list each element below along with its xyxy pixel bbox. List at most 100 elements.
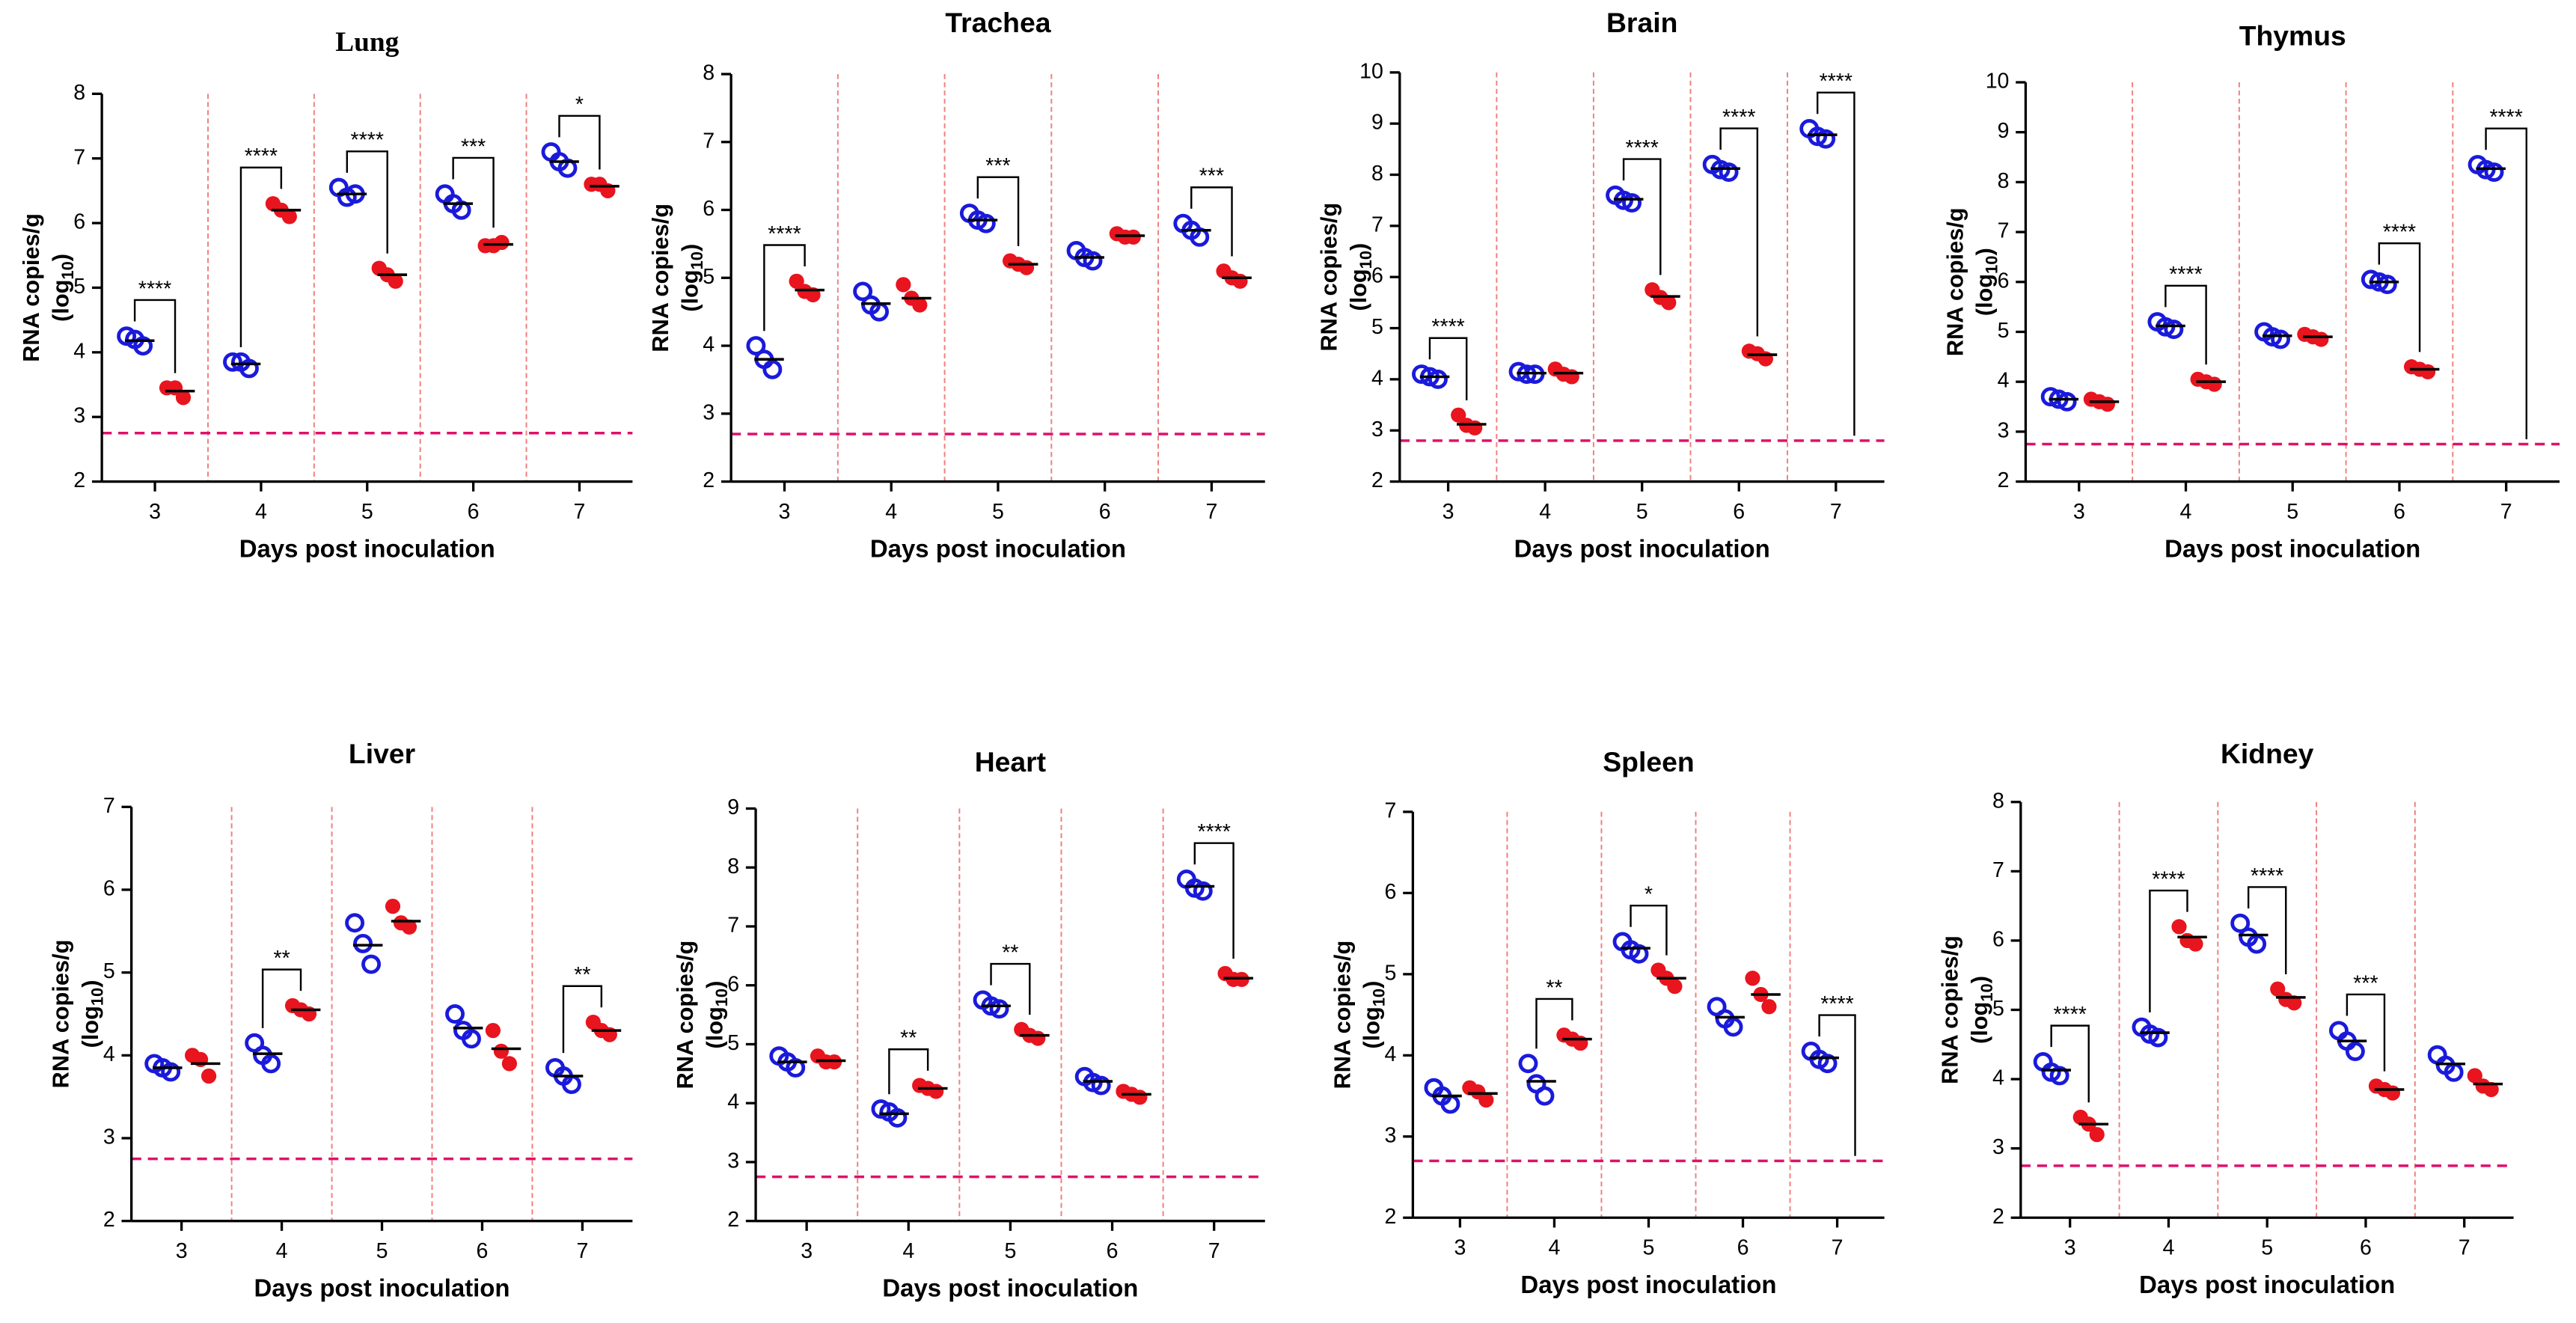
x-tick-label: 6 — [2360, 1236, 2372, 1260]
significance-label: **** — [245, 144, 278, 168]
panel: Trachea 2 3 4 5 6 7 8 3 4 5 6 7 Days post inoculation… — [647, 7, 1265, 562]
point — [2467, 1068, 2482, 1084]
significance-bracket — [888, 1048, 929, 1095]
x-tick-label: 7 — [1830, 500, 1842, 524]
y-tick-label: 4 — [1385, 1042, 1397, 1066]
point — [445, 1004, 465, 1024]
y-label-line: RNA copies/g — [1316, 203, 1342, 352]
y-label-part: (log — [701, 1006, 727, 1048]
point — [797, 284, 813, 299]
x-tick-label: 4 — [2180, 500, 2192, 524]
significance-bracket — [2149, 889, 2188, 1012]
chart-title: Spleen — [1603, 746, 1694, 777]
y-axis-label: RNA copies/g (log10) — [672, 941, 731, 1090]
y-tick-label: 4 — [103, 1042, 115, 1066]
y-label-line: RNA copies/g — [672, 941, 698, 1090]
point — [1117, 229, 1133, 245]
significance-bracket — [1816, 91, 1855, 436]
x-axis-label: Days post inoculation — [1520, 1271, 1776, 1298]
point — [896, 277, 911, 293]
y-tick-label: 5 — [1998, 319, 2010, 343]
y-label-part: (log — [1971, 274, 1998, 316]
y-label-part: ) — [701, 981, 727, 989]
significance-label: ** — [1002, 941, 1018, 965]
significance-bracket — [2247, 886, 2287, 974]
chart-title: Heart — [975, 746, 1046, 777]
y-label-line: RNA copies/g — [18, 213, 44, 362]
y-tick-label: 5 — [703, 265, 715, 289]
y-tick-label: 5 — [727, 1031, 739, 1055]
y-tick-label: 2 — [1371, 468, 1383, 492]
significance-label: **** — [2383, 221, 2416, 245]
significance-label: **** — [2053, 1003, 2086, 1027]
y-tick-label: 4 — [1371, 366, 1383, 390]
point — [2164, 320, 2184, 340]
panel: Lung 2 3 4 5 6 7 8 3 4 5 6 7 Days post inoculation RNA… — [18, 27, 633, 562]
y-tick-label: 2 — [73, 468, 85, 492]
y-tick-label: 7 — [103, 794, 115, 818]
point — [1526, 1074, 1546, 1094]
y-tick-label: 10 — [1986, 70, 2010, 94]
significance-label: **** — [2169, 263, 2202, 287]
x-tick-label: 6 — [1733, 500, 1745, 524]
chart-title: Liver — [349, 738, 415, 769]
significance-bracket — [1428, 337, 1468, 400]
point — [1745, 971, 1760, 986]
y-label-line: RNA copies/g — [48, 940, 74, 1089]
y-label-line: RNA copies/g — [1942, 207, 1968, 356]
point — [223, 352, 242, 372]
y-tick-label: 4 — [1998, 369, 2010, 393]
y-label-part: 10 — [1982, 256, 2001, 274]
chart-title: Trachea — [945, 7, 1050, 38]
significance-label: **** — [768, 222, 801, 246]
y-tick-label: 8 — [1998, 169, 2010, 193]
point — [2239, 927, 2259, 947]
y-label-part: 10 — [1369, 989, 1388, 1006]
y-tick-label: 3 — [1385, 1123, 1397, 1147]
y-tick-label: 2 — [1385, 1205, 1397, 1229]
point — [2230, 913, 2251, 933]
point — [861, 295, 881, 315]
y-tick-label: 6 — [73, 210, 85, 234]
y-tick-label: 3 — [1371, 418, 1383, 441]
panel: Spleen 2 3 4 5 6 7 3 4 5 6 7 Days post inoculation RN… — [1329, 746, 1885, 1298]
y-tick-label: 7 — [1992, 858, 2004, 882]
x-tick-label: 4 — [2163, 1236, 2175, 1260]
significance-label: **** — [1820, 70, 1853, 94]
significance-label: **** — [2152, 867, 2185, 891]
point — [201, 1068, 217, 1084]
point — [2041, 1062, 2061, 1082]
panel: Brain 2 3 4 5 6 7 8 9 10 3 4 5 6 7 Days post inoculatio… — [1316, 7, 1885, 562]
point — [2484, 162, 2504, 182]
x-tick-label: 6 — [477, 1239, 489, 1263]
x-tick-label: 3 — [2064, 1236, 2076, 1260]
y-axis-label: RNA copies/g (log10) — [48, 940, 107, 1089]
point — [2140, 1024, 2160, 1044]
x-tick-label: 4 — [902, 1239, 914, 1263]
x-tick-label: 7 — [2459, 1236, 2471, 1260]
y-label-part: (log — [48, 280, 74, 322]
y-tick-label: 8 — [727, 855, 739, 879]
point — [2377, 275, 2397, 295]
point — [2270, 981, 2286, 997]
significance-bracket — [1818, 1014, 1856, 1156]
significance-bracket — [1193, 842, 1235, 959]
point — [853, 281, 873, 302]
point — [1816, 129, 1836, 149]
point — [1184, 878, 1205, 898]
x-tick-label: 4 — [885, 500, 897, 524]
point — [353, 933, 373, 953]
x-tick-label: 5 — [376, 1239, 388, 1263]
y-label-unit: (log10) — [77, 980, 106, 1048]
significance-bracket — [1190, 186, 1233, 257]
x-tick-label: 5 — [1636, 500, 1648, 524]
y-label-part: 10 — [1356, 251, 1375, 269]
chart-title: Kidney — [2221, 738, 2314, 769]
significance-bracket — [2346, 993, 2386, 1072]
point — [2271, 329, 2291, 349]
x-tick-label: 6 — [1737, 1236, 1749, 1260]
significance-label: *** — [461, 135, 486, 159]
y-label-part: (log — [1359, 1006, 1385, 1048]
significance-bracket — [2485, 127, 2528, 439]
